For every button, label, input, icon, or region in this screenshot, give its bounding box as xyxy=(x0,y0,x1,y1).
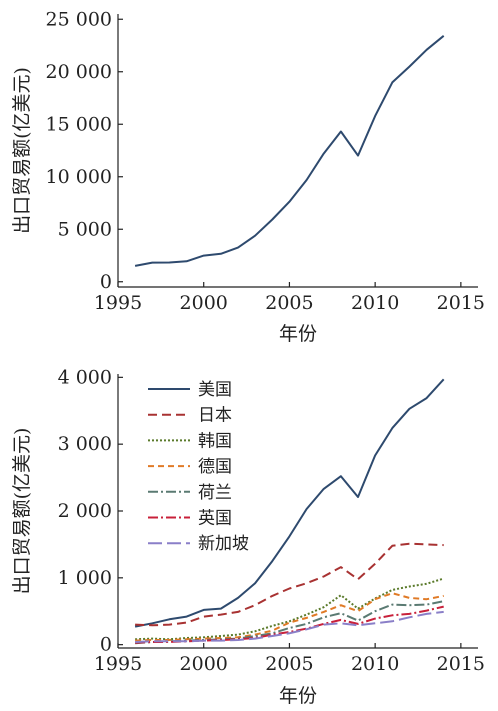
series-line-2 xyxy=(135,542,444,627)
x-tick-label: 2010 xyxy=(351,292,399,314)
x-tick-label: 2005 xyxy=(265,653,313,675)
x-axis-title: 年份 xyxy=(279,685,317,707)
x-axis-title: 年份 xyxy=(279,323,317,345)
series-line-4 xyxy=(135,592,444,642)
series-line-7 xyxy=(135,610,444,643)
y-tick-label: 1 000 xyxy=(58,567,112,589)
legend-label: 日本 xyxy=(198,406,232,426)
legend-label: 英国 xyxy=(198,509,232,529)
y-tick-label: 20 000 xyxy=(46,61,112,83)
x-tick-label: 2000 xyxy=(180,653,228,675)
x-tick-label: 2000 xyxy=(180,292,228,314)
y-tick-label: 4 000 xyxy=(58,366,112,388)
y-tick-label: 15 000 xyxy=(46,113,112,135)
y-axis-title: 出口贸易额(亿美元) xyxy=(11,428,33,595)
legend-label: 德国 xyxy=(198,457,232,477)
y-axis-title: 出口贸易额(亿美元) xyxy=(11,67,33,234)
x-tick-label: 1995 xyxy=(94,292,142,314)
legend-label: 韩国 xyxy=(198,431,232,451)
legend-label: 新加坡 xyxy=(198,534,249,554)
series-line-3 xyxy=(135,577,444,641)
x-tick-label: 1995 xyxy=(94,653,142,675)
x-tick-label: 2015 xyxy=(437,292,485,314)
series-line-1 xyxy=(134,378,445,628)
x-tick-label: 2015 xyxy=(437,653,485,675)
legend-label: 荷兰 xyxy=(198,483,232,503)
series-line-5 xyxy=(135,600,444,645)
y-tick-label: 2 000 xyxy=(58,500,112,522)
x-tick-label: 2010 xyxy=(351,653,399,675)
x-tick-label: 2005 xyxy=(265,292,313,314)
chart-export-total: 0 5 000 10 000 15 000 20 000 25 000 1995 2000 20… xyxy=(11,8,485,345)
chart-export-by-country: 0 1 000 2 000 3 000 4 000 1995 2000 2005 2010 201… xyxy=(11,366,485,707)
y-tick-label: 5 000 xyxy=(58,218,112,240)
y-tick-label: 0 xyxy=(100,634,112,656)
y-tick-label: 10 000 xyxy=(46,166,112,188)
legend-label: 美国 xyxy=(198,380,232,400)
y-tick-label: 3 000 xyxy=(58,433,112,455)
y-tick-label: 0 xyxy=(100,271,112,293)
series-line-6 xyxy=(135,605,444,644)
series-line-1 xyxy=(134,35,445,267)
y-tick-label: 25 000 xyxy=(46,8,112,30)
